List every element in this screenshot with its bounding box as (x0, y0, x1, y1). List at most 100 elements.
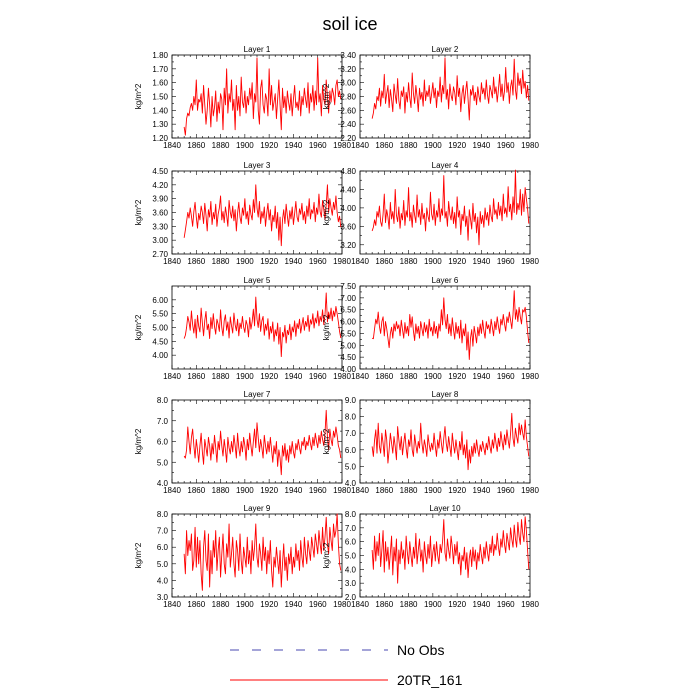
x-tick-label: 1960 (497, 372, 515, 381)
y-tick-label: 9.0 (345, 396, 357, 405)
panel-layer-3: Layer 3 1840 1860 1880 1900 1920 1940 1960 1980 2… (134, 161, 351, 266)
y-tick-label: 6.0 (345, 446, 357, 455)
x-tick-label: 1980 (333, 372, 351, 381)
y-axis-label: kg/m^2 (322, 314, 331, 340)
y-tick-label: 7.0 (157, 417, 169, 426)
x-tick-label: 1900 (236, 372, 254, 381)
x-tick-label: 1840 (351, 257, 369, 266)
x-tick-label: 1940 (285, 600, 303, 609)
x-tick-label: 1840 (163, 486, 181, 495)
panel-title: Layer 10 (429, 504, 461, 513)
panel-layer-7: Layer 7 1840 1860 1880 1900 1920 1940 1960 1980 4… (134, 390, 351, 495)
x-tick-label: 1920 (448, 486, 466, 495)
y-tick-label: 3.00 (340, 79, 356, 88)
x-tick-label: 1980 (333, 600, 351, 609)
y-tick-label: 3.30 (152, 222, 168, 231)
y-tick-label: 4.0 (345, 479, 357, 488)
x-tick-label: 1960 (309, 257, 327, 266)
x-tick-label: 1880 (400, 486, 418, 495)
y-tick-label: 1.50 (152, 93, 168, 102)
x-tick-label: 1900 (236, 600, 254, 609)
y-tick-label: 4.40 (340, 185, 356, 194)
y-axis-label: kg/m^2 (134, 314, 143, 340)
x-tick-label: 1860 (187, 372, 205, 381)
x-tick-label: 1920 (448, 600, 466, 609)
series-line-20tr-161 (183, 57, 342, 136)
y-tick-label: 3.00 (152, 236, 168, 245)
y-tick-label: 4.0 (157, 576, 169, 585)
x-tick-label: 1960 (497, 257, 515, 266)
x-tick-label: 1940 (473, 257, 491, 266)
y-tick-label: 8.0 (345, 413, 357, 422)
y-tick-label: 7.50 (340, 282, 356, 291)
y-tick-label: 6.00 (340, 318, 356, 327)
y-tick-label: 6.0 (345, 538, 357, 547)
y-tick-label: 3.20 (340, 65, 356, 74)
panel-layer-5: Layer 5 1840 1860 1880 1900 1920 1940 1960 1980 4… (134, 276, 351, 381)
x-tick-label: 1980 (521, 372, 539, 381)
x-tick-label: 1880 (212, 486, 230, 495)
y-tick-label: 3.0 (157, 593, 169, 602)
y-tick-label: 5.0 (157, 560, 169, 569)
x-tick-label: 1880 (212, 372, 230, 381)
x-tick-label: 1840 (163, 257, 181, 266)
x-tick-label: 1900 (424, 372, 442, 381)
y-tick-label: 2.20 (340, 134, 356, 143)
x-tick-label: 1840 (351, 600, 369, 609)
y-tick-label: 3.0 (345, 579, 357, 588)
y-axis-label: kg/m^2 (134, 83, 143, 109)
x-tick-label: 1860 (187, 600, 205, 609)
y-tick-label: 4.00 (340, 204, 356, 213)
x-tick-label: 1880 (400, 141, 418, 150)
figure-title: soil ice (322, 14, 377, 34)
x-tick-label: 1960 (497, 486, 515, 495)
x-tick-label: 1980 (333, 141, 351, 150)
y-tick-label: 5.50 (152, 310, 168, 319)
y-tick-label: 5.00 (340, 341, 356, 350)
panel-title: Layer 6 (432, 276, 459, 285)
panel-title: Layer 4 (432, 161, 459, 170)
y-tick-label: 3.60 (152, 209, 168, 218)
y-tick-label: 5.00 (152, 324, 168, 333)
x-tick-label: 1940 (473, 486, 491, 495)
series-line-20tr-161 (183, 184, 342, 247)
x-tick-label: 1960 (309, 486, 327, 495)
x-tick-label: 1920 (260, 141, 278, 150)
y-tick-label: 8.0 (157, 510, 169, 519)
y-tick-label: 4.00 (152, 351, 168, 360)
x-tick-label: 1920 (260, 372, 278, 381)
series-line-20tr-161 (371, 169, 530, 246)
legend-no-obs-label: No Obs (397, 642, 444, 658)
x-tick-label: 1960 (497, 600, 515, 609)
y-axis-label: kg/m^2 (322, 199, 331, 225)
y-tick-label: 6.0 (157, 543, 169, 552)
x-tick-label: 1860 (375, 141, 393, 150)
y-tick-label: 4.80 (340, 167, 356, 176)
x-tick-label: 1840 (351, 141, 369, 150)
panel-title: Layer 2 (432, 45, 459, 54)
x-tick-label: 1860 (375, 600, 393, 609)
x-tick-label: 1980 (521, 257, 539, 266)
plot-frame (359, 285, 531, 370)
y-axis-label: kg/m^2 (134, 199, 143, 225)
x-tick-label: 1880 (400, 372, 418, 381)
x-tick-label: 1900 (424, 141, 442, 150)
x-tick-label: 1980 (521, 141, 539, 150)
legend: No Obs 20TR_161 (230, 642, 463, 688)
y-tick-label: 1.40 (152, 106, 168, 115)
y-tick-label: 1.80 (152, 51, 168, 60)
panel-title: Layer 1 (244, 45, 271, 54)
x-tick-label: 1920 (448, 141, 466, 150)
y-tick-label: 2.70 (152, 250, 168, 259)
panel-layer-1: Layer 1 1840 1860 1880 1900 1920 1940 1960 1980 1… (134, 45, 351, 150)
y-tick-label: 6.0 (157, 438, 169, 447)
panel-layer-4: Layer 4 1840 1860 1880 1900 1920 1940 1960 1980 3… (322, 161, 539, 266)
x-tick-label: 1960 (309, 141, 327, 150)
y-tick-label: 3.90 (152, 195, 168, 204)
x-tick-label: 1900 (236, 257, 254, 266)
y-tick-label: 4.50 (152, 167, 168, 176)
x-tick-label: 1920 (260, 257, 278, 266)
